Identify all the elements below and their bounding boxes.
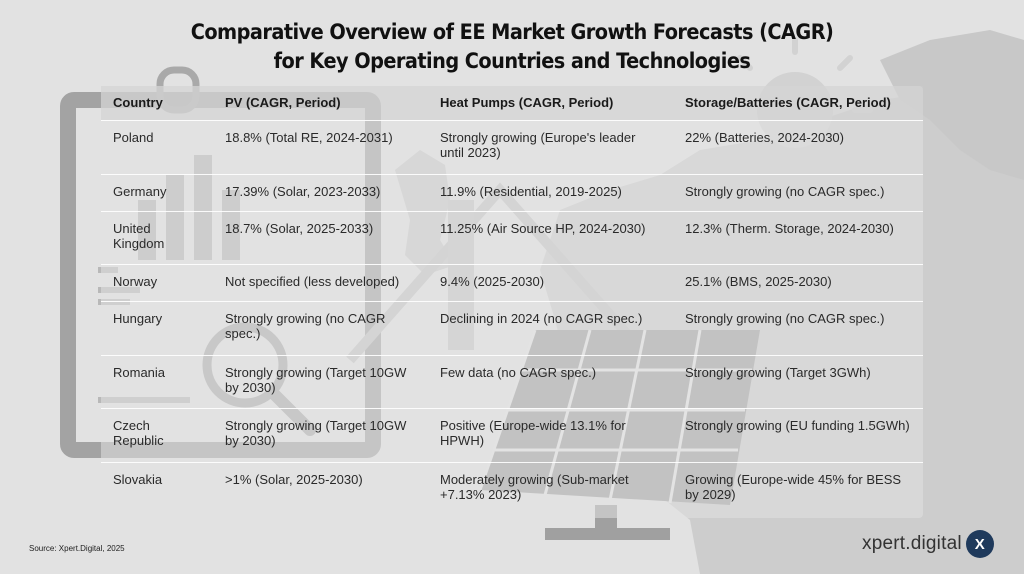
brand-logo[interactable]: xpert.digital X	[862, 530, 994, 558]
header-pv: PV (CAGR, Period)	[213, 86, 428, 120]
heat-pumps-cell: Few data (no CAGR spec.)	[428, 354, 673, 408]
pv-cell: Strongly growing (Target 10GW by 2030)	[213, 354, 428, 408]
country-cell: United Kingdom	[101, 210, 213, 264]
comparison-table-panel: Country PV (CAGR, Period) Heat Pumps (CA…	[101, 86, 923, 518]
scandinavia-silhouette	[880, 30, 1024, 180]
title-line-2: for Key Operating Countries and Technolo…	[273, 49, 751, 73]
table-row: Poland 18.8% (Total RE, 2024-2031) Stron…	[101, 119, 923, 174]
heat-pumps-cell: Moderately growing (Sub-market +7.13% 20…	[428, 461, 673, 518]
table-row: Hungary Strongly growing (no CAGR spec.)…	[101, 300, 923, 355]
header-storage: Storage/Batteries (CAGR, Period)	[673, 86, 923, 120]
storage-cell: Strongly growing (Target 3GWh)	[673, 354, 923, 408]
table-row: Czech Republic Strongly growing (Target …	[101, 407, 923, 462]
table-header-row: Country PV (CAGR, Period) Heat Pumps (CA…	[101, 86, 923, 120]
table-row: Germany 17.39% (Solar, 2023-2033) 11.9% …	[101, 173, 923, 211]
pv-cell: Strongly growing (Target 10GW by 2030)	[213, 407, 428, 462]
heat-pumps-cell: 9.4% (2025-2030)	[428, 263, 673, 301]
page-title: Comparative Overview of EE Market Growth…	[41, 18, 983, 76]
heat-pumps-cell: Positive (Europe-wide 13.1% for HPWH)	[428, 407, 673, 462]
pv-cell: 18.8% (Total RE, 2024-2031)	[213, 119, 428, 174]
storage-cell: Strongly growing (no CAGR spec.)	[673, 300, 923, 355]
country-cell: Poland	[101, 119, 213, 174]
country-cell: Czech Republic	[101, 407, 213, 462]
brand-x-icon: X	[965, 530, 994, 558]
storage-cell: 12.3% (Therm. Storage, 2024-2030)	[673, 210, 923, 264]
storage-cell: 25.1% (BMS, 2025-2030)	[673, 263, 923, 301]
storage-cell: Strongly growing (no CAGR spec.)	[673, 173, 923, 211]
header-country: Country	[101, 86, 213, 120]
header-heat-pumps: Heat Pumps (CAGR, Period)	[428, 86, 673, 120]
country-cell: Norway	[101, 263, 213, 301]
pv-cell: 17.39% (Solar, 2023-2033)	[213, 173, 428, 211]
storage-cell: 22% (Batteries, 2024-2030)	[673, 119, 923, 174]
country-cell: Romania	[101, 354, 213, 408]
storage-cell: Strongly growing (EU funding 1.5GWh)	[673, 407, 923, 462]
source-note: Source: Xpert.Digital, 2025	[29, 544, 125, 553]
pv-cell: >1% (Solar, 2025-2030)	[213, 461, 428, 518]
table-row: Romania Strongly growing (Target 10GW by…	[101, 354, 923, 408]
country-cell: Hungary	[101, 300, 213, 355]
brand-name: xpert.digital	[862, 533, 962, 554]
country-cell: Germany	[101, 173, 213, 211]
storage-cell: Growing (Europe-wide 45% for BESS by 202…	[673, 461, 923, 518]
country-cell: Slovakia	[101, 461, 213, 518]
title-line-1: Comparative Overview of EE Market Growth…	[190, 20, 834, 44]
table-row: United Kingdom 18.7% (Solar, 2025-2033) …	[101, 210, 923, 264]
table-row: Norway Not specified (less developed) 9.…	[101, 263, 923, 301]
table-row: Slovakia >1% (Solar, 2025-2030) Moderate…	[101, 461, 923, 518]
heat-pumps-cell: 11.25% (Air Source HP, 2024-2030)	[428, 210, 673, 264]
pv-cell: Strongly growing (no CAGR spec.)	[213, 300, 428, 355]
pv-cell: Not specified (less developed)	[213, 263, 428, 301]
comparison-table: Country PV (CAGR, Period) Heat Pumps (CA…	[101, 86, 923, 518]
heat-pumps-cell: 11.9% (Residential, 2019-2025)	[428, 173, 673, 211]
heat-pumps-cell: Strongly growing (Europe's leader until …	[428, 119, 673, 174]
pv-cell: 18.7% (Solar, 2025-2033)	[213, 210, 428, 264]
heat-pumps-cell: Declining in 2024 (no CAGR spec.)	[428, 300, 673, 355]
